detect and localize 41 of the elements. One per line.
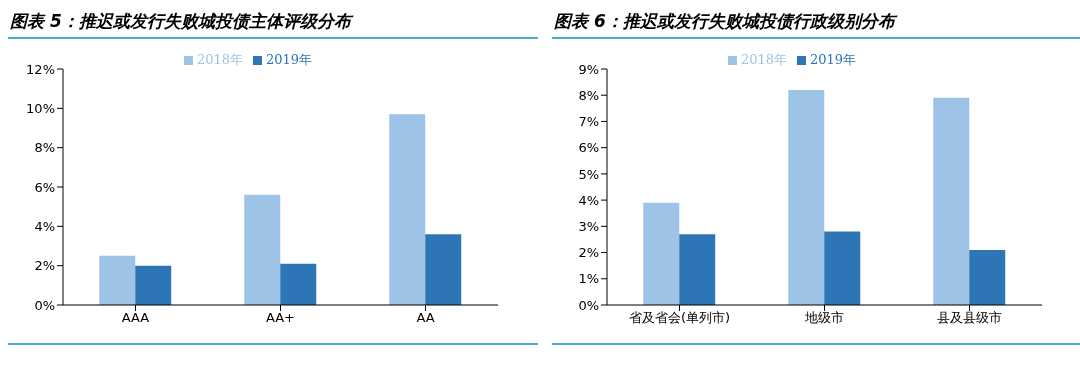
y-tick-label: 5% xyxy=(578,166,599,182)
y-tick-label: 8% xyxy=(34,140,55,156)
y-tick-label: 3% xyxy=(578,218,599,234)
x-tick-label: 地级市 xyxy=(804,310,844,326)
legend-label: 2019年 xyxy=(810,52,857,67)
y-tick-label: 2% xyxy=(578,245,599,261)
x-tick-label: 县及县级市 xyxy=(937,310,1002,326)
bar xyxy=(135,265,172,305)
y-tick-label: 2% xyxy=(34,258,55,274)
y-tick-label: 4% xyxy=(34,218,55,234)
legend-label: 2018年 xyxy=(196,52,243,67)
legend-label: 2019年 xyxy=(266,52,313,67)
y-tick-label: 0% xyxy=(578,297,599,313)
bar xyxy=(425,234,462,305)
bar xyxy=(679,234,716,305)
y-tick-label: 4% xyxy=(578,192,599,208)
chart-title: 图表 6：推迟或发行失败城投债行政级别分布 xyxy=(552,8,1080,39)
x-tick-label: AAA xyxy=(121,310,150,326)
bar xyxy=(389,114,426,305)
x-tick-label: AA+ xyxy=(265,310,296,326)
bar xyxy=(788,89,825,305)
bar xyxy=(643,202,680,305)
chart-title: 图表 5：推迟或发行失败城投债主体评级分布 xyxy=(8,8,538,39)
y-tick-label: 8% xyxy=(578,87,599,103)
legend-label: 2018年 xyxy=(740,52,787,67)
x-tick-label: 省及省会(单列市) xyxy=(628,310,731,326)
bar xyxy=(824,231,861,305)
x-tick-label: AA xyxy=(416,310,435,326)
y-tick-label: 9% xyxy=(578,61,599,77)
bar xyxy=(280,263,317,305)
y-tick-label: 0% xyxy=(34,297,55,313)
y-tick-label: 12% xyxy=(26,61,55,77)
bar xyxy=(99,255,136,305)
y-tick-label: 1% xyxy=(578,271,599,287)
bar xyxy=(969,249,1006,305)
bar xyxy=(244,194,281,305)
y-tick-label: 10% xyxy=(26,100,55,116)
y-tick-label: 7% xyxy=(578,114,599,130)
y-tick-label: 6% xyxy=(578,140,599,156)
bar xyxy=(933,97,970,305)
y-tick-label: 6% xyxy=(34,179,55,195)
